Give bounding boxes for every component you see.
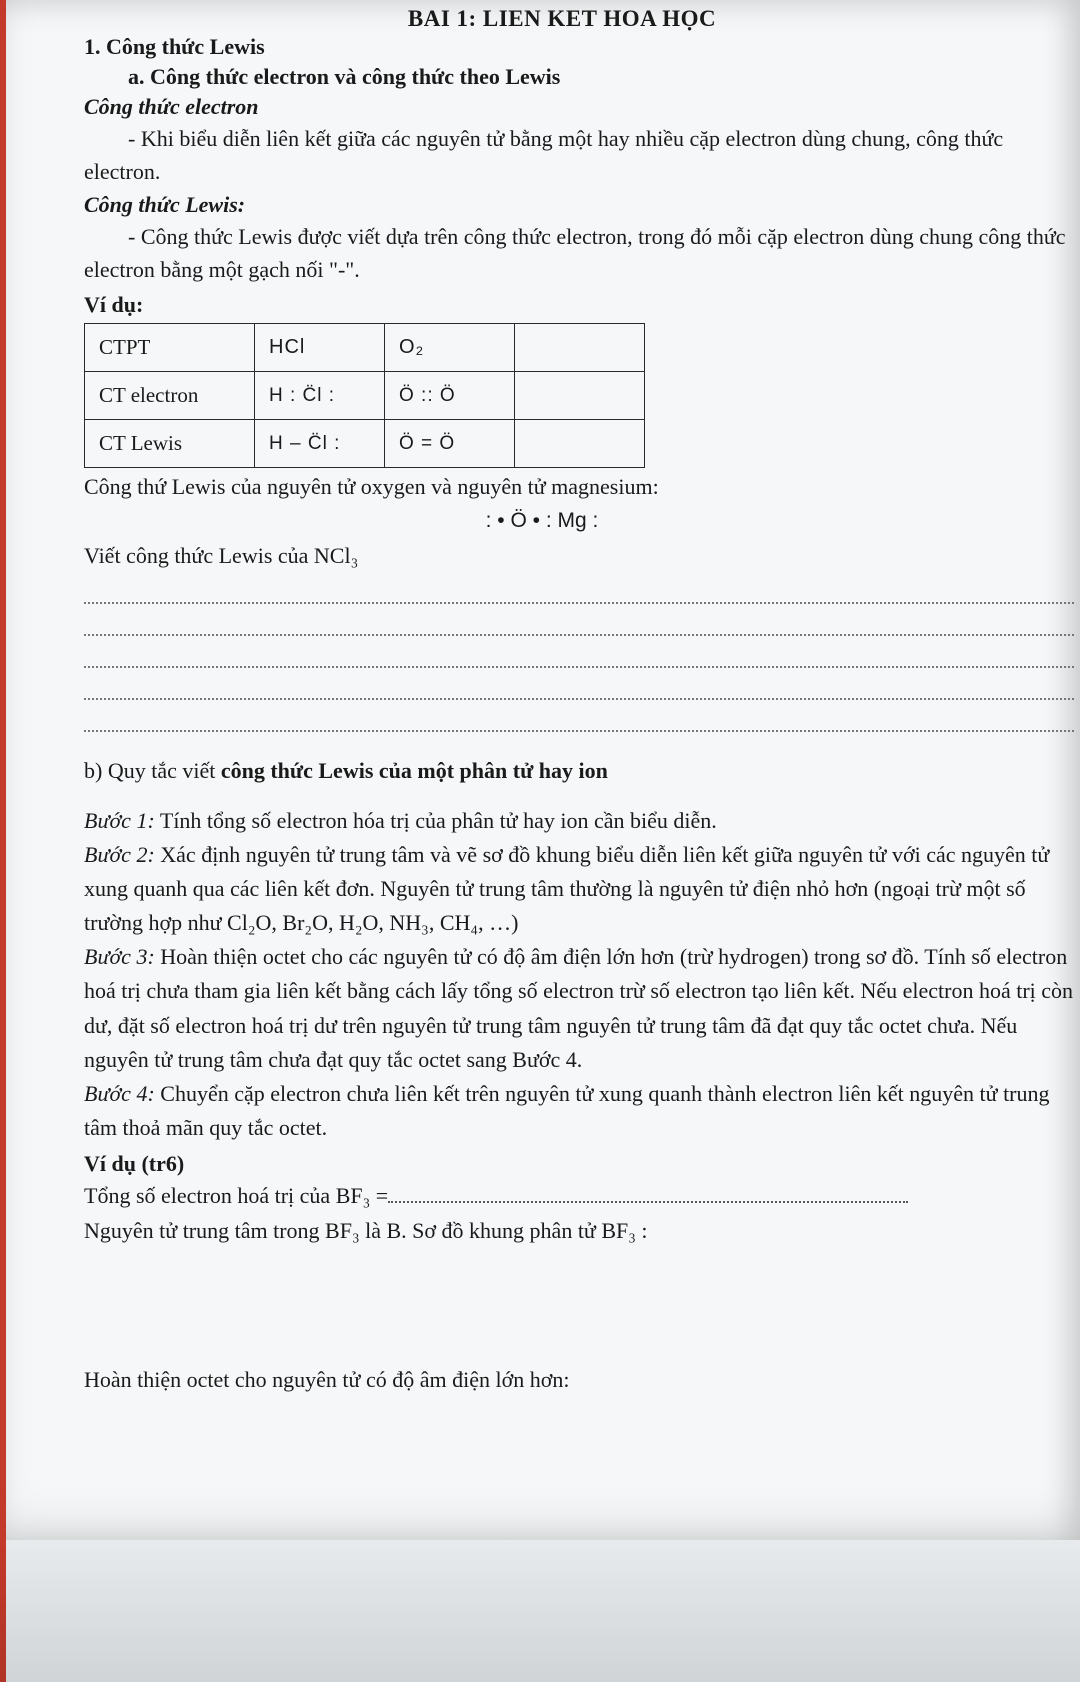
ct-electron-heading: Công thức electron <box>84 94 1080 120</box>
fill-blank <box>388 1183 908 1203</box>
lesson-header: BAI 1: LIEN KET HOA HỌC <box>84 6 1040 32</box>
cell-o2-electron: Ö :: Ö <box>385 372 515 420</box>
step-4-label: Bước 4: <box>84 1081 155 1106</box>
example-label: Ví dụ: <box>84 288 1080 321</box>
cell-ctpt: CTPT <box>85 324 255 372</box>
step-1-label: Bước 1: <box>84 808 155 833</box>
section-b-heading: b) Quy tắc viết công thức Lewis của một … <box>84 758 1080 784</box>
step-2-label: Bước 2: <box>84 842 155 867</box>
ct-electron-desc: - Khi biểu diễn liên kết giữa các nguyên… <box>84 122 1080 188</box>
section-b-lead: b) Quy tắc viết <box>84 758 221 783</box>
step-2-text: Xác định nguyên tử trung tâm và vẽ sơ đồ… <box>84 842 1049 935</box>
ct-lewis-desc: - Công thức Lewis được viết dựa trên côn… <box>84 220 1080 286</box>
table-row: CTPT HCl O₂ <box>85 324 645 372</box>
steps-block: Bước 1: Tính tổng số electron hóa trị củ… <box>84 804 1080 1145</box>
section-b-bold: công thức Lewis của một phân tử hay ion <box>221 758 608 783</box>
cell-o2-lewis: Ö = Ö <box>385 420 515 468</box>
cell-ctlewis: CT Lewis <box>85 420 255 468</box>
step-1-text: Tính tổng số electron hóa trị của phân t… <box>155 808 717 833</box>
octet-complete-text: Hoàn thiện octet cho nguyên tử có độ âm … <box>84 1367 1080 1393</box>
heading-1a: a. Công thức electron và công thức theo … <box>128 64 1080 90</box>
page-left-edge <box>0 0 6 1682</box>
step-3-label: Bước 3: <box>84 944 155 969</box>
oxygen-mg-lewis: : • Ö • : Mg : <box>4 509 1080 533</box>
bf3-center-text: Nguyên tử trung tâm trong BF₃ là B. Sơ đ… <box>84 1214 1080 1247</box>
lewis-table: CTPT HCl O₂ CT electron H : C̈l : Ö :: Ö… <box>84 323 645 468</box>
cell-hcl-electron: H : C̈l : <box>255 372 385 420</box>
answer-line <box>84 730 1074 732</box>
answer-line <box>84 666 1074 668</box>
cell-ctelectron: CT electron <box>85 372 255 420</box>
cell-empty <box>515 372 645 420</box>
step-4-text: Chuyển cặp electron chưa liên kết trên n… <box>84 1081 1050 1140</box>
write-ncl3: Viết công thức Lewis của NCl₃ <box>84 539 1080 572</box>
step-3-text: Hoàn thiện octet cho các nguyên tử có độ… <box>84 944 1073 1071</box>
table-row: CT electron H : C̈l : Ö :: Ö <box>85 372 645 420</box>
table-row: CT Lewis H – C̈l : Ö = Ö <box>85 420 645 468</box>
cell-hcl-lewis: H – C̈l : <box>255 420 385 468</box>
cell-hcl: HCl <box>255 324 385 372</box>
bf3-total-line: Tổng số electron hoá trị của BF₃ = <box>84 1179 1080 1212</box>
cell-empty <box>515 420 645 468</box>
step-4: Bước 4: Chuyển cặp electron chưa liên kế… <box>84 1077 1080 1145</box>
cell-empty <box>515 324 645 372</box>
step-2: Bước 2: Xác định nguyên tử trung tâm và … <box>84 838 1080 940</box>
step-1: Bước 1: Tính tổng số electron hóa trị củ… <box>84 804 1080 838</box>
cell-o2: O₂ <box>385 324 515 372</box>
bf3-total-label: Tổng số electron hoá trị của BF₃ = <box>84 1183 388 1208</box>
after-table-text: Công thứ Lewis của nguyên tử oxygen và n… <box>84 470 1080 503</box>
ct-lewis-heading: Công thức Lewis: <box>84 192 1080 218</box>
page-bottom-shadow <box>0 1532 1080 1682</box>
heading-1: 1. Công thức Lewis <box>84 34 1080 60</box>
document-page: BAI 1: LIEN KET HOA HỌC 1. Công thức Lew… <box>0 0 1080 1540</box>
step-3: Bước 3: Hoàn thiện octet cho các nguyên … <box>84 940 1080 1076</box>
answer-line <box>84 698 1074 700</box>
answer-line <box>84 634 1074 636</box>
answer-line <box>84 602 1074 604</box>
vidu-tr6: Ví dụ (tr6) <box>84 1151 1080 1177</box>
